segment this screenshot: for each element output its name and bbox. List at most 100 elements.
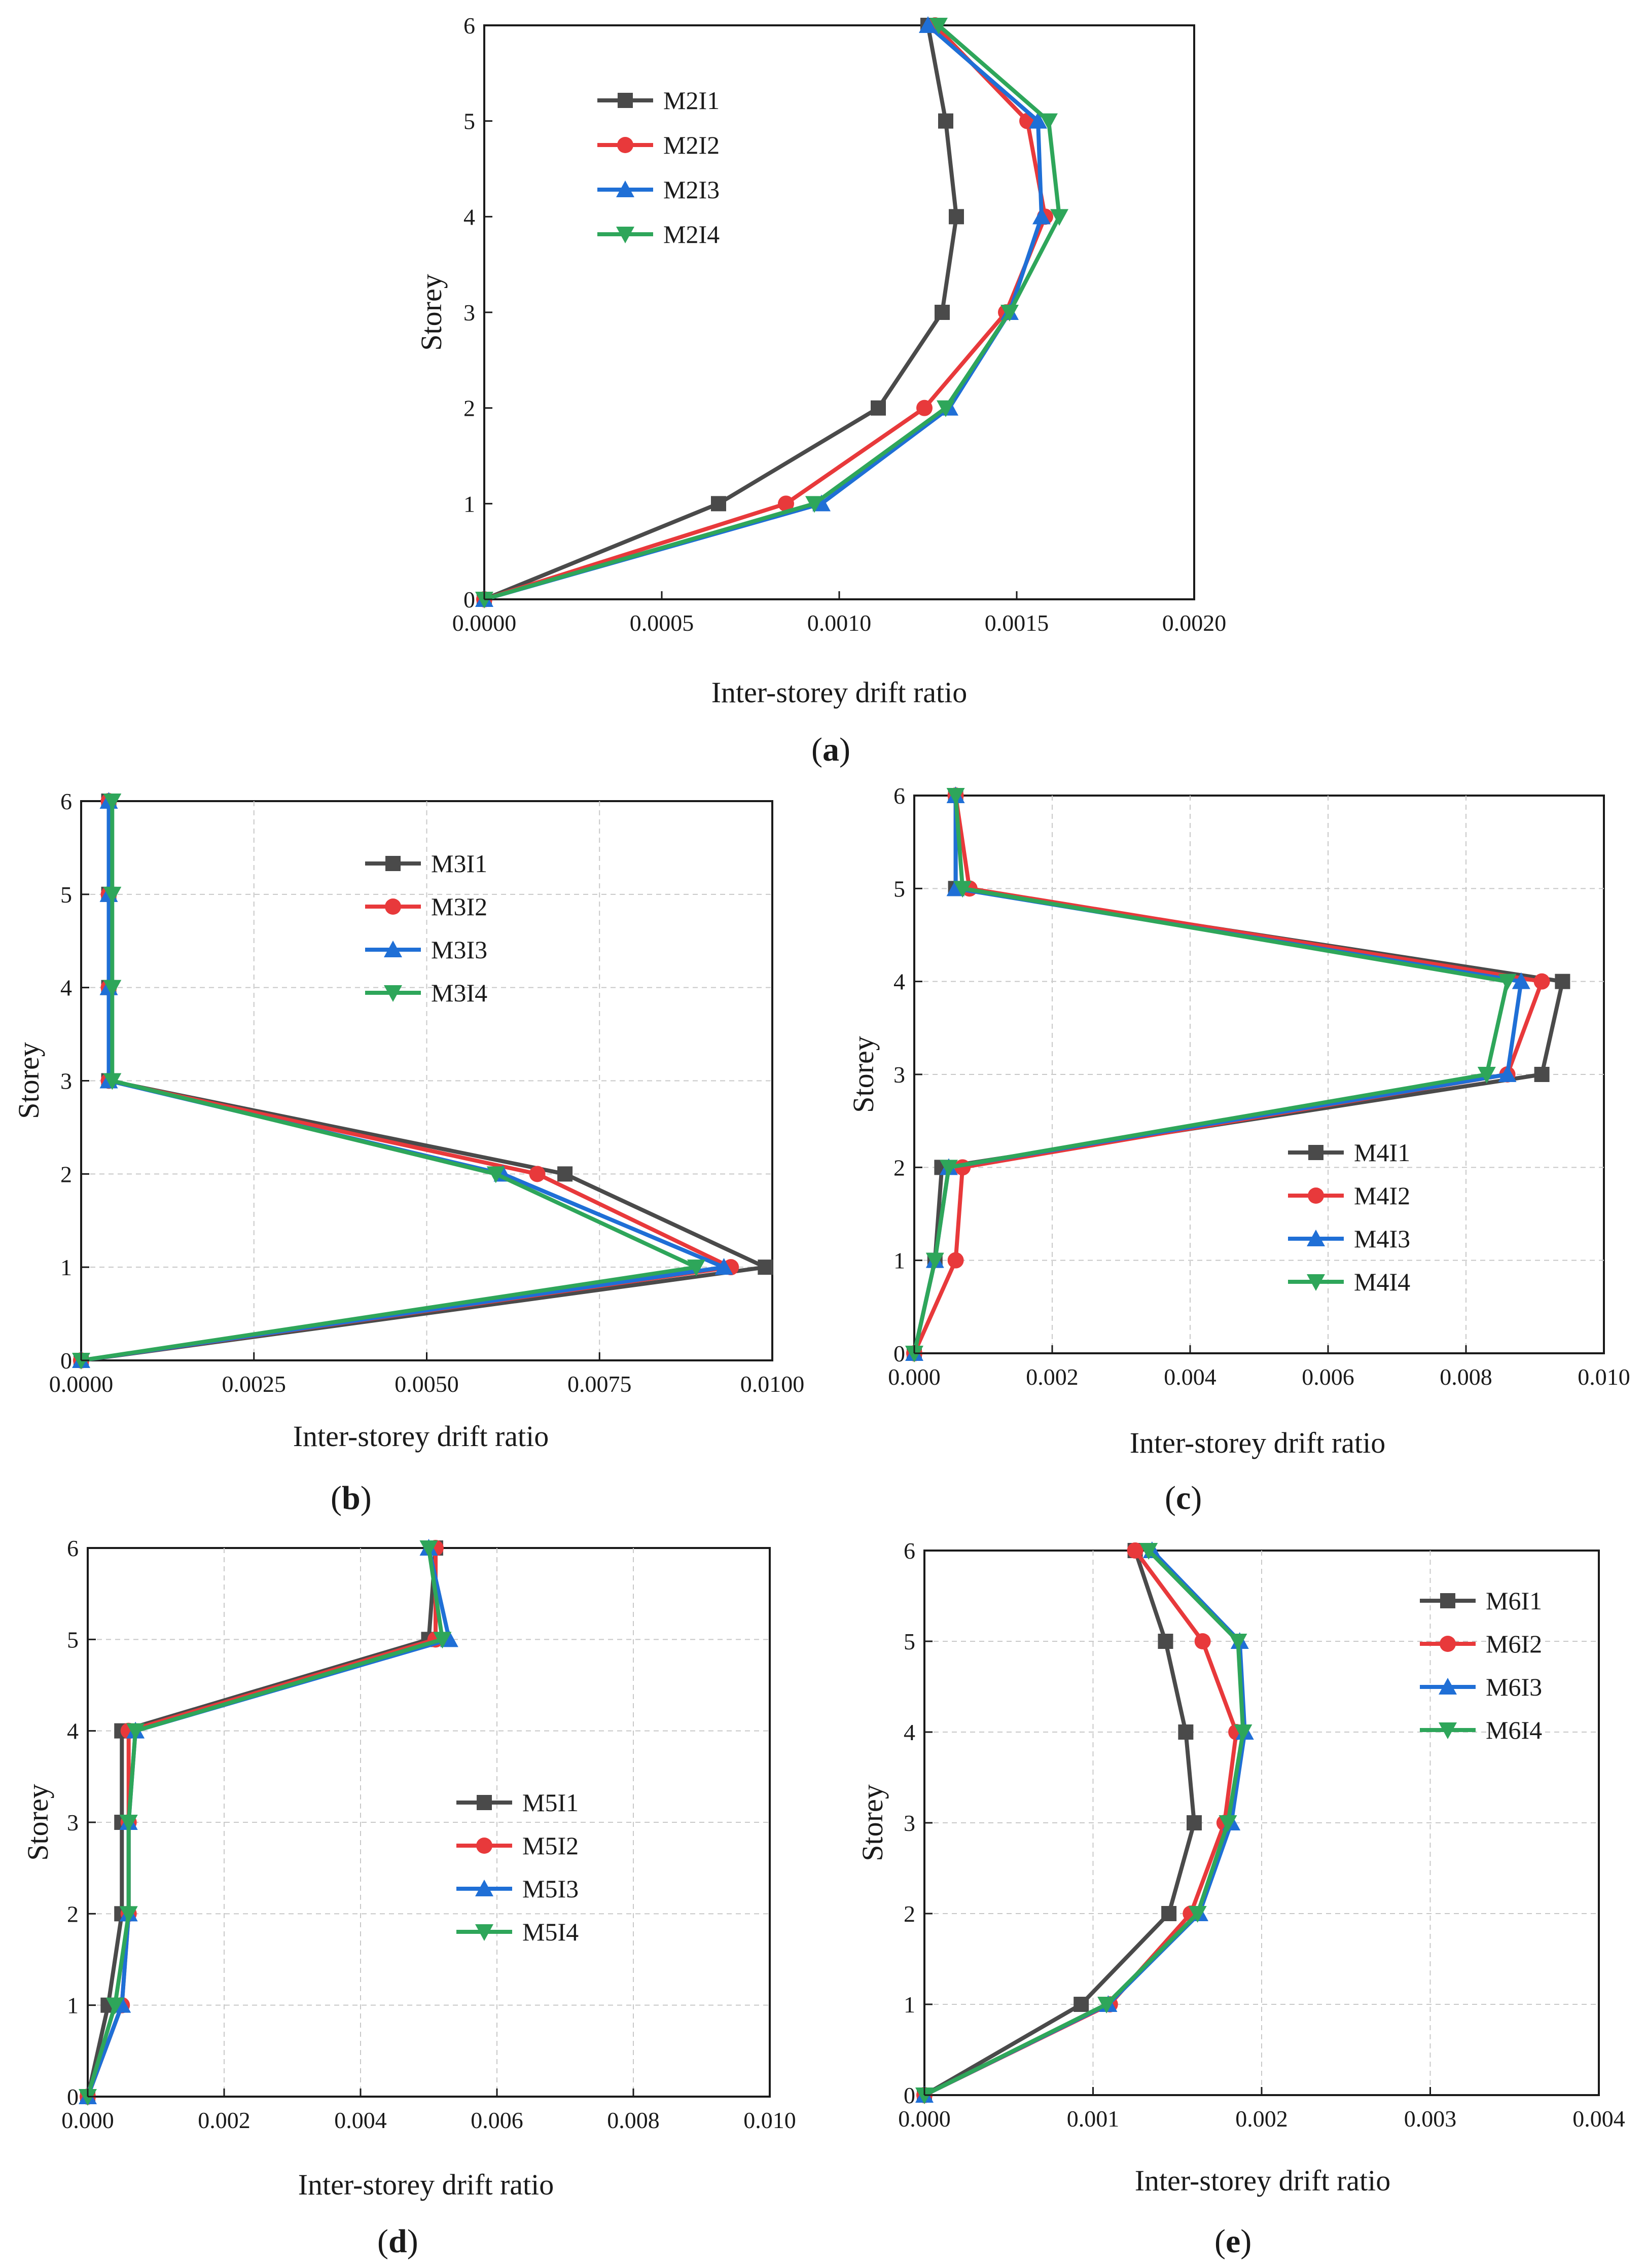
data-point-m4i4 xyxy=(953,881,972,898)
legend-marker-m3i1 xyxy=(385,856,401,871)
legend-marker-m4i4 xyxy=(1307,1274,1325,1291)
y-tick-label-d: 0 xyxy=(67,2084,79,2110)
x-tick-label-e: 0.000 xyxy=(898,2106,951,2132)
x-tick-label-b: 0.0100 xyxy=(740,1371,805,1397)
data-point-m3i4 xyxy=(486,1166,505,1183)
data-point-m6i4 xyxy=(1139,1543,1158,1560)
y-axis-label-e: Storey xyxy=(856,1784,889,1861)
panel-c: 0.000 0.002 0.004 0.006 0.008 0.010 0 1 2 3 4 5 6 M4… xyxy=(847,783,1630,1517)
data-point-m2i3 xyxy=(1032,207,1051,225)
data-point-m6i4 xyxy=(1097,1997,1116,2013)
y-tick-label-a: 3 xyxy=(463,300,475,326)
data-point-m2i1 xyxy=(935,305,950,320)
data-point-m4i4 xyxy=(925,1252,944,1270)
data-point-m4i3 xyxy=(1512,972,1530,989)
legend-label-m5i3: M5I3 xyxy=(522,1875,579,1903)
y-tick-label-a: 6 xyxy=(463,13,475,39)
y-tick-label-d: 3 xyxy=(67,1810,79,1835)
legend-label-m3i2: M3I2 xyxy=(431,892,487,921)
series-line-m2i3 xyxy=(483,23,1044,601)
panel-d: 0.000 0.002 0.004 0.006 0.008 0.010 0 1 2 3 4 5 6 M5… xyxy=(21,1535,796,2260)
y-tick-label-c: 5 xyxy=(893,876,905,902)
y-tick-label-a: 2 xyxy=(463,395,475,421)
y-tick-label-c: 2 xyxy=(893,1155,905,1180)
y-axis-label-a: Storey xyxy=(415,274,448,350)
y-tick-label-c: 6 xyxy=(893,783,905,809)
data-point-m5i4 xyxy=(105,1997,124,2014)
data-point-m3i1 xyxy=(758,1259,773,1275)
series-layer-e xyxy=(915,1541,1254,2104)
x-tick-label-c: 0.004 xyxy=(1164,1364,1216,1390)
tick-layer-b: 0.0000 0.0025 0.0050 0.0075 0.0100 0 1 2 3 4 5 6 xyxy=(49,788,805,1397)
x-tick-label-a: 0.0020 xyxy=(1162,610,1227,636)
panel-letter-c: c xyxy=(1176,1480,1191,1517)
legend-marker-m6i4 xyxy=(1439,1722,1457,1739)
x-tick-label-d: 0.000 xyxy=(61,2107,114,2133)
legend-marker-m6i3 xyxy=(1439,1678,1457,1695)
data-point-m4i1 xyxy=(1555,974,1570,989)
y-tick-label-e: 4 xyxy=(904,1719,915,1745)
legend-label-m3i4: M3I4 xyxy=(431,979,487,1007)
panel-label-a: (a) xyxy=(811,731,850,768)
y-tick-label-d: 5 xyxy=(67,1627,79,1652)
legend-label-m4i1: M4I1 xyxy=(1354,1138,1410,1167)
legend-label-m4i4: M4I4 xyxy=(1354,1268,1410,1296)
legend-marker-m2i3 xyxy=(616,181,634,197)
legend-label-m2i3: M2I3 xyxy=(663,175,720,204)
data-point-m6i2 xyxy=(1194,1633,1211,1649)
x-tick-label-c: 0.010 xyxy=(1578,1364,1630,1390)
legend-marker-m5i2 xyxy=(476,1838,492,1854)
legend-label-m2i4: M2I4 xyxy=(663,220,720,248)
y-tick-label-e: 5 xyxy=(904,1629,915,1654)
legend-c: M4I1 M4I2 M4I3 M4I4 xyxy=(1288,1138,1410,1296)
y-tick-label-e: 0 xyxy=(904,2082,915,2108)
x-tick-label-c: 0.008 xyxy=(1440,1364,1492,1390)
y-tick-label-a: 0 xyxy=(463,587,475,613)
data-point-m6i1 xyxy=(1187,1815,1202,1830)
panel-letter-a: a xyxy=(822,731,839,768)
data-point-m4i2 xyxy=(1533,973,1550,990)
data-point-m2i3 xyxy=(1029,112,1047,129)
legend-label-m6i1: M6I1 xyxy=(1486,1587,1542,1615)
series-layer-c xyxy=(905,786,1570,1362)
legend-label-m6i2: M6I2 xyxy=(1486,1630,1542,1658)
data-point-m4i4 xyxy=(1498,974,1517,991)
x-tick-label-a: 0.0015 xyxy=(985,610,1049,636)
legend-marker-m3i2 xyxy=(385,898,401,915)
x-tick-label-d: 0.006 xyxy=(471,2107,523,2133)
data-point-m6i1 xyxy=(1161,1906,1177,1921)
x-tick-label-a: 0.0005 xyxy=(630,610,694,636)
series-line-m2i1 xyxy=(483,25,958,601)
legend-label-m5i1: M5I1 xyxy=(522,1788,579,1817)
data-point-m6i4 xyxy=(1229,1634,1247,1650)
panel-a: 0.0000 0.0005 0.0010 0.0015 0.0020 0 1 2 3 4 5 6 M2… xyxy=(415,13,1226,768)
legend-marker-m6i2 xyxy=(1440,1636,1456,1652)
y-tick-label-e: 3 xyxy=(904,1810,915,1836)
y-tick-label-b: 6 xyxy=(60,788,72,814)
data-point-m5i4 xyxy=(126,1723,145,1740)
data-point-m2i4 xyxy=(1000,305,1019,321)
legend-label-m6i4: M6I4 xyxy=(1486,1716,1542,1744)
y-tick-label-b: 3 xyxy=(60,1068,72,1094)
legend-marker-m5i1 xyxy=(477,1795,492,1810)
legend-e: M6I1 M6I2 M6I3 M6I4 xyxy=(1420,1587,1542,1744)
series-layer-d xyxy=(79,1539,458,2106)
data-point-m6i1 xyxy=(1074,1997,1089,2012)
x-tick-label-e: 0.002 xyxy=(1235,2106,1288,2132)
legend-a: M2I1 M2I2 M2I3 M2I4 xyxy=(597,86,720,248)
legend-marker-m2i4 xyxy=(616,227,634,243)
legend-label-m3i1: M3I1 xyxy=(431,849,487,878)
panel-letter-b: b xyxy=(342,1480,361,1517)
data-point-m3i4 xyxy=(103,980,122,997)
data-point-m2i4 xyxy=(929,18,948,34)
x-axis-label-a: Inter-storey drift ratio xyxy=(711,676,968,709)
tick-layer-e: 0.000 0.001 0.002 0.003 0.004 0 1 2 3 4 5 6 xyxy=(898,1538,1625,2132)
legend-label-m4i3: M4I3 xyxy=(1354,1225,1410,1253)
x-tick-label-e: 0.004 xyxy=(1572,2106,1625,2132)
legend-d: M5I1 M5I2 M5I3 M5I4 xyxy=(456,1788,579,1946)
legend-marker-m5i3 xyxy=(475,1880,493,1896)
tick-layer-d: 0.000 0.002 0.004 0.006 0.008 0.010 0 1 2 3 4 5 6 xyxy=(61,1535,796,2133)
data-point-m2i4 xyxy=(1040,113,1058,130)
data-point-m2i1 xyxy=(711,496,726,512)
data-point-m4i4 xyxy=(946,788,965,805)
